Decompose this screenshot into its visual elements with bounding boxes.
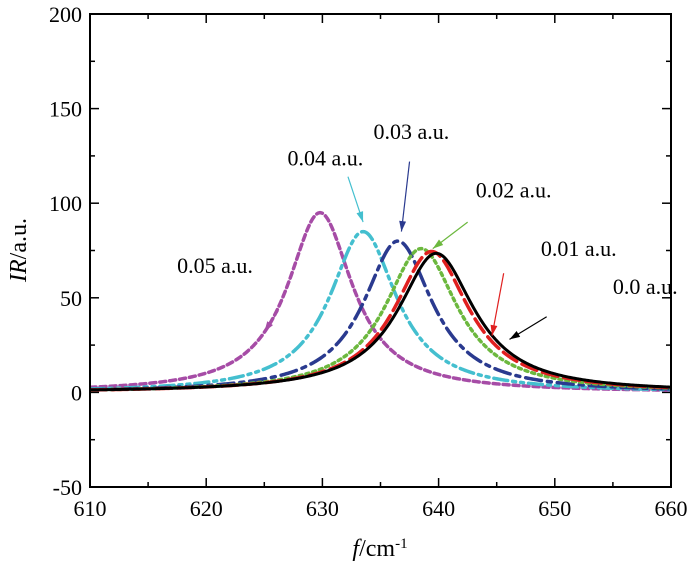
y-tick-label: -50 [53,475,82,500]
series-curves [90,210,671,392]
series-annotation-label: 0.0 a.u. [613,274,678,299]
x-axis-title-exponent: -1 [395,536,408,552]
series-line [90,251,671,392]
plot-frame [89,13,672,488]
x-tick-label: 660 [655,496,688,521]
x-axis-title: f/cm-1 [352,536,407,562]
y-tick-label: 0 [71,380,82,405]
x-tick-label: 620 [190,496,223,521]
annotation-arrow-head [399,220,407,232]
curve-annotations: 0.05 a.u. 0.04 a.u. 0.03 a.u. 0.02 a.u. 0.01… [177,119,678,340]
y-axis-title: IR/a.u. [6,218,32,283]
annotation-arrow-line [491,273,505,336]
series-line [90,229,671,392]
y-tick-label: 150 [49,97,82,122]
x-tick-label: 610 [74,496,107,521]
y-tick-label: 200 [49,2,82,27]
y-axis-title-unit: /a.u. [6,218,32,259]
annotation-arrow-head [356,211,364,223]
annotation-arrow-head [264,321,273,332]
x-tick-label: 650 [538,496,571,521]
y-tick-label: 100 [49,191,82,216]
x-tick-label: 640 [422,496,455,521]
x-axis-title-italic: f [352,536,362,562]
series-annotation-label: 0.03 a.u. [374,119,450,144]
series-annotation-label: 0.05 a.u. [177,253,253,278]
y-axis-title-italic: IR [6,259,32,283]
annotation-arrow-head [432,239,444,249]
series-annotation-label: 0.01 a.u. [541,236,617,261]
annotation-arrow-line [400,161,411,232]
annotation-arrow-head [509,331,521,340]
x-tick-label: 630 [306,496,339,521]
series-annotation-label: 0.04 a.u. [288,145,364,170]
x-axis-title-unit: /cm [359,536,395,562]
tick-labels: 610 620 630 640 650 660 -50 0 50 100 150 200 [49,2,688,521]
annotation-arrow-head [490,324,498,336]
y-tick-label: 50 [60,286,82,311]
series-annotation-label: 0.02 a.u. [476,178,552,203]
